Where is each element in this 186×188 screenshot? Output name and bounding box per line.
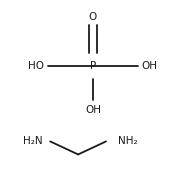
Text: NH₂: NH₂ bbox=[118, 136, 137, 146]
Text: H₂N: H₂N bbox=[23, 136, 42, 146]
Text: OH: OH bbox=[85, 105, 101, 115]
Text: O: O bbox=[89, 12, 97, 22]
Text: HO: HO bbox=[28, 61, 44, 71]
Text: OH: OH bbox=[142, 61, 158, 71]
Text: P: P bbox=[90, 61, 96, 71]
